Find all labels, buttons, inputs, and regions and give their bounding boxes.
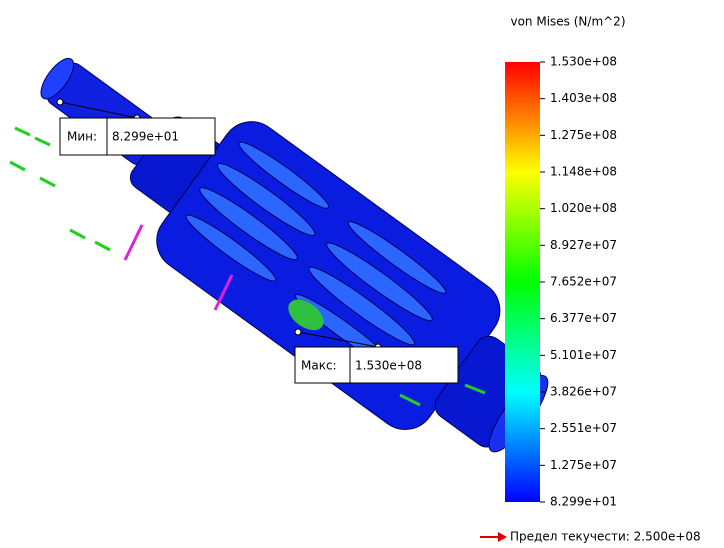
colorbar-label: 1.530e+08 — [550, 55, 617, 69]
colorbar-label: 5.101e+07 — [550, 348, 617, 362]
colorbar-labels: 1.530e+08 1.403e+08 1.275e+08 1.148e+08 1.02… — [540, 55, 617, 509]
min-label: Мин: — [67, 130, 97, 144]
max-value: 1.530e+08 — [355, 359, 422, 373]
min-value: 8.299e+01 — [112, 130, 179, 144]
screenshot: von Mises (N/m^2) 1.530e+08 1.403e+08 1.27… — [0, 0, 724, 548]
colorbar-label: 3.826e+07 — [550, 385, 617, 399]
legend-title: von Mises (N/m^2) — [510, 15, 625, 29]
colorbar-label: 8.927e+07 — [550, 238, 617, 252]
colorbar-label: 6.377e+07 — [550, 311, 617, 325]
shaft-model — [0, 4, 580, 491]
colorbar — [505, 62, 540, 502]
colorbar-label: 1.148e+08 — [550, 165, 617, 179]
colorbar-label: 1.275e+07 — [550, 458, 617, 472]
colorbar-label: 1.275e+08 — [550, 128, 617, 142]
colorbar-label: 7.652e+07 — [550, 275, 617, 289]
max-label: Макс: — [301, 359, 337, 373]
yield-note: Предел текучести: 2.500e+08 — [510, 530, 701, 544]
colorbar-label: 8.299e+01 — [550, 495, 617, 509]
colorbar-label: 2.551e+07 — [550, 421, 617, 435]
yield-arrow-head — [498, 532, 507, 542]
colorbar-label: 1.020e+08 — [550, 201, 617, 215]
colorbar-label: 1.403e+08 — [550, 91, 617, 105]
